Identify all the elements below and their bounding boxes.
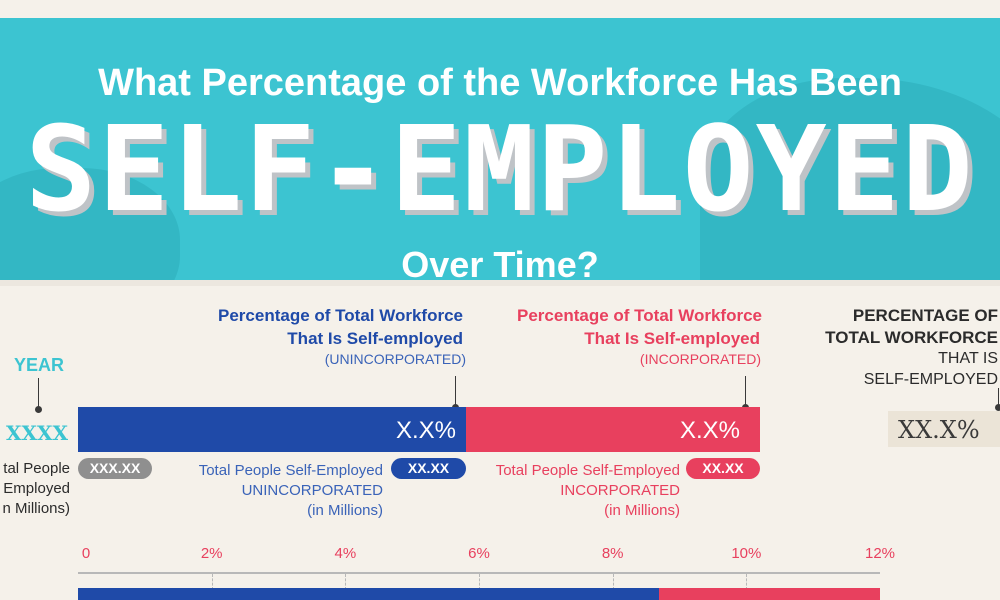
legend-bar-incorporated-value: X.X%: [679, 417, 740, 444]
incorporated-tag: (INCORPORATED): [639, 351, 761, 367]
unincorporated-people-unit: (in Millions): [307, 502, 383, 519]
total-pct-heading-2: TOTAL WORKFORCE: [825, 328, 998, 347]
x-gridline: [746, 574, 748, 590]
unincorporated-people-pill: XX.XX: [391, 458, 466, 479]
incorporated-pointer: [745, 376, 746, 406]
total-people-label-1: tal People: [3, 460, 70, 477]
incorporated-heading-2: That Is Self-employed: [584, 329, 760, 348]
x-gridline: [345, 574, 347, 590]
total-people-label-2: Employed: [3, 480, 70, 497]
title-line-1: What Percentage of the Workforce Has Bee…: [98, 62, 902, 104]
bar-incorporated: [659, 588, 880, 600]
x-tick-label: 4%: [334, 545, 357, 562]
banner-divider: [0, 280, 1000, 286]
incorporated-people-label: Total People Self-Employed: [495, 462, 680, 479]
banner-silhouette-right: [700, 78, 1000, 280]
x-gridline: [612, 574, 615, 590]
total-pct-value: XX.X%: [898, 416, 980, 444]
title-line-3: Over Time?: [401, 244, 599, 280]
total-people-pill: XXX.XX: [78, 458, 152, 479]
x-tick-label: 2%: [200, 545, 223, 562]
axis-baseline: [78, 572, 880, 574]
unincorporated-heading-1: Percentage of Total Workforce: [218, 306, 463, 325]
bar-unincorporated: [78, 588, 660, 600]
unincorporated-heading-2: That Is Self-employed: [287, 329, 463, 348]
x-gridline: [479, 574, 481, 590]
unincorporated-pointer: [455, 376, 456, 406]
unincorporated-people-type: UNINCORPORATED: [241, 482, 383, 499]
total-pct-heading-4: SELF-EMPLOYED: [863, 371, 998, 388]
incorporated-people-unit: (in Millions): [604, 502, 680, 519]
legend-bar-unincorporated: X.X%: [78, 407, 466, 452]
year-pointer: [38, 378, 39, 408]
x-tick-label: 10%: [731, 545, 762, 562]
total-pct-heading-1: PERCENTAGE OF: [852, 306, 998, 325]
x-tick-label: 0: [81, 545, 91, 562]
year-value: XXXX: [6, 421, 69, 445]
incorporated-people-type: INCORPORATED: [560, 482, 680, 499]
x-tick-label: 8%: [601, 545, 624, 562]
title-line-2: SELF-EMPLOYED: [25, 100, 975, 238]
total-pct-pointer-dot: [995, 404, 1000, 411]
total-people-label-3: n Millions): [2, 500, 70, 517]
title-banner: What Percentage of the Workforce Has Bee…: [0, 18, 1000, 280]
legend-bar-incorporated: X.X%: [466, 407, 760, 452]
x-tick-label: 12%: [864, 545, 896, 562]
x-tick-label: 6%: [468, 545, 490, 562]
total-pct-heading-3: THAT IS: [938, 350, 998, 367]
unincorporated-people-label: Total People Self-Employed: [198, 462, 383, 479]
x-gridline: [211, 574, 214, 590]
unincorporated-tag: (UNINCORPORATED): [324, 351, 466, 367]
legend-bar-unincorporated-value: X.X%: [395, 417, 456, 444]
total-pct-box: XX.X%: [888, 411, 1000, 447]
total-pct-pointer: [998, 388, 999, 408]
year-pointer-dot: [35, 406, 42, 413]
incorporated-people-pill: XX.XX: [686, 458, 760, 479]
year-label: YEAR: [14, 355, 65, 375]
incorporated-heading-1: Percentage of Total Workforce: [517, 306, 762, 325]
